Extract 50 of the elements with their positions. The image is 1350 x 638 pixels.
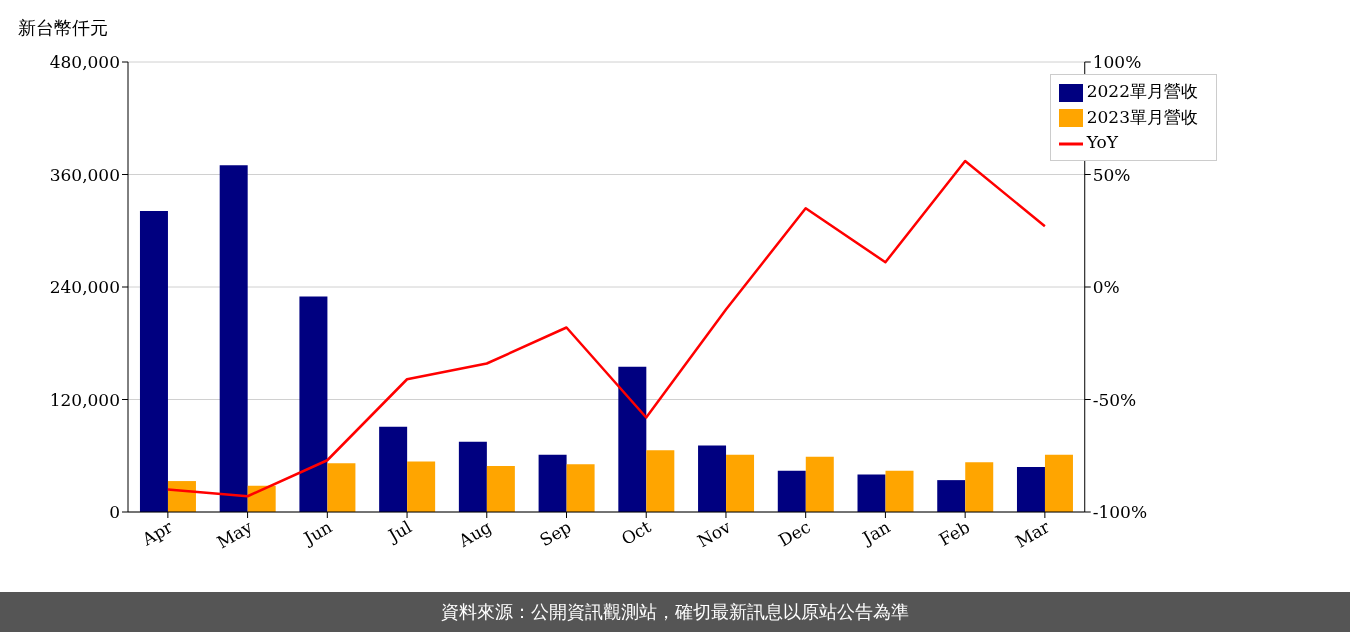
bar: [1016, 467, 1045, 512]
x-tick-label: Feb: [935, 516, 974, 550]
source-note: 資料來源：公開資訊觀測站，確切最新訊息以原站公告為準: [0, 592, 1350, 632]
bar: [885, 470, 914, 512]
legend-label: 2022單月營收: [1086, 81, 1198, 101]
bar: [805, 456, 834, 512]
y2-tick-label: -100%: [1092, 502, 1148, 523]
bar: [139, 211, 168, 512]
x-tick-label: Oct: [618, 516, 655, 550]
x-tick-label: May: [213, 516, 256, 553]
y-tick-label: 360,000: [49, 164, 120, 185]
x-tick-label: Jun: [298, 516, 336, 550]
bar: [698, 445, 727, 512]
x-tick-label: Sep: [536, 516, 575, 551]
bar: [538, 454, 567, 512]
bar: [458, 441, 487, 512]
legend-label: YoY: [1086, 132, 1118, 152]
bar: [937, 480, 966, 512]
bar: [486, 466, 515, 512]
bar: [299, 296, 328, 512]
bar: [327, 463, 356, 512]
bar: [618, 366, 647, 512]
y2-tick-label: 50%: [1092, 164, 1131, 185]
x-tick-label: Aug: [454, 516, 495, 552]
y-tick-label: 480,000: [49, 52, 120, 73]
line-series: [166, 159, 1047, 498]
bar: [646, 450, 675, 512]
x-tick-label: Mar: [1012, 516, 1054, 552]
bar: [726, 454, 755, 512]
bar: [566, 464, 595, 512]
y-tick-label: 0: [109, 502, 120, 523]
x-tick-label: Nov: [693, 516, 735, 552]
bar: [407, 461, 436, 512]
y-tick-label: 120,000: [49, 389, 120, 410]
x-tick-label: Jul: [383, 516, 416, 547]
y2-tick-label: -50%: [1092, 389, 1137, 410]
y2-tick-label: 100%: [1092, 52, 1142, 73]
y-axis-title: 新台幣仟元: [18, 16, 108, 40]
y2-tick-label: 0%: [1092, 277, 1120, 298]
bar: [777, 470, 806, 512]
x-tick-label: Dec: [774, 516, 814, 551]
x-tick-label: Jan: [857, 516, 894, 549]
bar: [1044, 454, 1073, 512]
bar: [965, 462, 994, 512]
y-tick-label: 240,000: [49, 277, 120, 298]
bar: [857, 474, 886, 512]
bar: [219, 165, 248, 512]
x-tick-label: Apr: [137, 516, 177, 551]
legend-label: 2023單月營收: [1086, 106, 1198, 127]
bar: [379, 426, 408, 512]
